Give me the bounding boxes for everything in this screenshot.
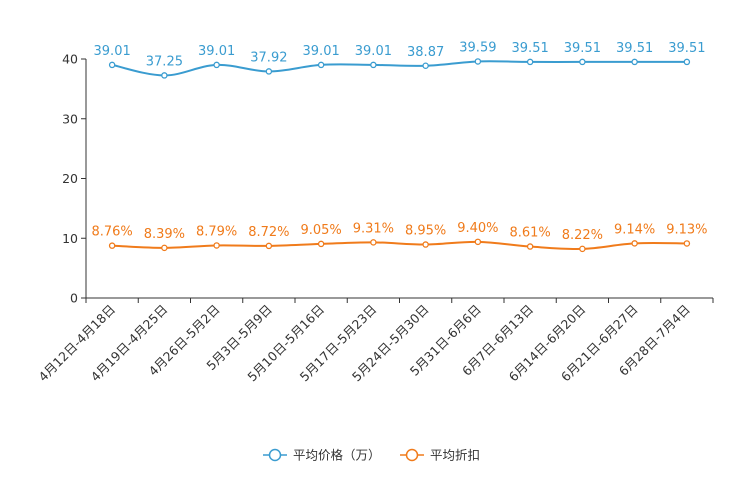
price-series-point[interactable] [161, 72, 168, 79]
discount-series-data-label: 8.39% [144, 227, 185, 242]
price-series-data-label: 39.51 [564, 41, 601, 56]
legend-marker-icon [268, 448, 282, 462]
discount-series-point[interactable] [213, 242, 220, 249]
price-series-data-label: 39.51 [616, 41, 653, 56]
y-tick-label: 30 [62, 111, 78, 126]
discount-series-data-label: 9.14% [614, 222, 655, 237]
price-series-data-label: 39.01 [198, 44, 235, 59]
discount-series-point[interactable] [317, 240, 325, 248]
price-series-data-label: 39.01 [94, 44, 131, 59]
discount-series-data-label: 8.79% [196, 224, 237, 239]
discount-series-line [112, 240, 687, 250]
price-series: 39.01 37.25 39.01 37.92 39.01 39.01 38.87 39.59… [94, 40, 705, 79]
price-series-point[interactable] [108, 61, 116, 69]
discount-series-data-label: 8.22% [562, 228, 603, 243]
legend-label: 平均折扣 [430, 448, 480, 463]
legend-item-discount[interactable]: 平均折扣 [400, 448, 480, 463]
price-series-data-label: 37.25 [146, 54, 183, 69]
discount-series-data-label: 9.40% [457, 221, 498, 236]
x-axis: 4月12日-4月18日4月19日-4月25日4月26日-5月2日5月3日-5月9… [35, 297, 714, 384]
price-series-data-label: 39.51 [512, 41, 549, 56]
price-series-data-label: 39.01 [355, 44, 392, 59]
legend-marker-icon [405, 448, 419, 462]
price-series-data-label: 38.87 [407, 45, 444, 60]
discount-series-data-label: 8.76% [91, 225, 132, 240]
price-series-point[interactable] [526, 58, 534, 66]
price-series-data-label: 39.01 [303, 44, 340, 59]
discount-series-point[interactable] [631, 240, 638, 247]
discount-series-data-label: 9.05% [300, 223, 341, 238]
discount-series-data-label: 9.13% [666, 222, 707, 237]
legend[interactable]: 平均价格（万） 平均折扣 [263, 448, 480, 463]
price-series-point[interactable] [474, 58, 482, 65]
discount-series-point[interactable] [370, 239, 377, 246]
discount-series-data-label: 8.72% [248, 225, 289, 240]
discount-series-point[interactable] [265, 242, 273, 250]
discount-series-point[interactable] [161, 244, 168, 252]
y-tick-label: 0 [70, 291, 78, 306]
price-series-point[interactable] [370, 61, 377, 69]
price-series-data-label: 39.51 [668, 41, 705, 56]
price-series-point[interactable] [265, 68, 273, 75]
discount-series-point[interactable] [422, 241, 429, 248]
legend-item-price[interactable]: 平均价格（万） [263, 448, 381, 463]
discount-series-point[interactable] [683, 240, 691, 247]
y-axis: 0 10 20 30 40 [62, 52, 87, 306]
price-series-point[interactable] [422, 62, 429, 70]
discount-series: 8.76% 8.39% 8.79% 8.72% 9.05% 9.31% 8.95% 9.40%… [91, 221, 708, 253]
price-series-point[interactable] [213, 61, 220, 69]
price-series-line [111, 60, 687, 77]
y-tick-label: 40 [62, 52, 78, 67]
discount-series-data-label: 8.61% [509, 226, 550, 241]
discount-series-point[interactable] [474, 238, 482, 246]
discount-series-point[interactable] [526, 243, 534, 250]
price-series-point[interactable] [683, 58, 691, 66]
legend-label: 平均价格（万） [293, 448, 381, 463]
discount-series-point[interactable] [579, 245, 586, 253]
price-series-point[interactable] [631, 58, 638, 66]
discount-series-data-label: 8.95% [405, 224, 446, 239]
price-series-data-label: 37.92 [250, 50, 287, 65]
price-series-data-label: 39.59 [459, 40, 496, 55]
y-tick-label: 10 [62, 231, 78, 246]
discount-series-point[interactable] [108, 242, 116, 249]
price-series-point[interactable] [579, 58, 586, 66]
price-series-point[interactable] [317, 61, 325, 69]
series-layer: 39.01 37.25 39.01 37.92 39.01 39.01 38.87 39.59… [91, 40, 708, 253]
discount-series-data-label: 9.31% [353, 221, 394, 236]
y-tick-label: 20 [62, 171, 78, 186]
